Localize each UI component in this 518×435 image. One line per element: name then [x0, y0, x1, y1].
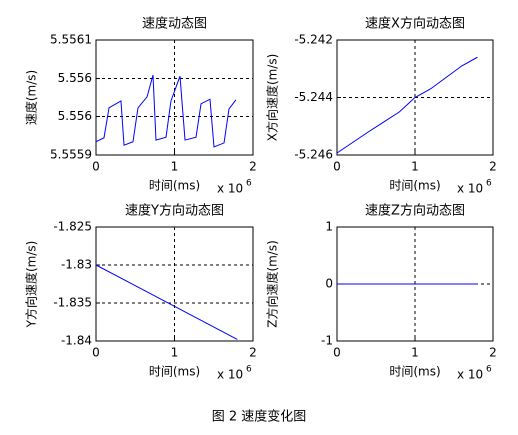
x-axis-label: 时间(ms) [149, 179, 200, 193]
y-tick-label: -1.825 [53, 220, 92, 234]
x-tick-label: 1 [171, 346, 179, 360]
data-line [336, 56, 478, 154]
x-tick-label: 1 [171, 160, 179, 174]
y-tick-label: 5.556 [58, 71, 92, 85]
y-tick-label: -1.835 [53, 296, 92, 310]
y-tick-label: -1.84 [61, 334, 92, 348]
x-multiplier-exponent: 6 [246, 365, 252, 375]
y-tick-label: -1.83 [61, 258, 92, 272]
y-tick-label: -5.246 [294, 148, 333, 162]
y-tick-label: 5.5559 [50, 148, 92, 162]
y-tick-label: -5.244 [294, 90, 333, 104]
x-multiplier: x 10 [457, 368, 483, 382]
y-tick-label: 0 [325, 277, 333, 291]
x-axis-label: 时间(ms) [149, 365, 200, 379]
x-multiplier-exponent: 6 [486, 179, 492, 189]
data-line [95, 264, 238, 340]
x-multiplier: x 10 [457, 182, 483, 196]
x-tick-label: 2 [249, 160, 257, 174]
x-multiplier-exponent: 6 [486, 365, 492, 375]
y-axis-label: Y方向速度(m/s) [24, 241, 39, 329]
x-axis-label: 时间(ms) [389, 365, 440, 379]
y-axis-label: Z方向速度(m/s) [265, 240, 280, 328]
y-tick-label: 1 [325, 220, 333, 234]
y-tick-label: -1 [321, 334, 333, 348]
x-tick-label: 1 [411, 160, 419, 174]
caption: 图 2 速度变化图 [212, 409, 307, 425]
x-tick-label: 1 [411, 346, 419, 360]
x-tick-label: 0 [92, 346, 100, 360]
x-multiplier: x 10 [217, 182, 243, 196]
data-line [95, 74, 237, 148]
x-tick-label: 0 [333, 346, 341, 360]
x-tick-label: 2 [489, 346, 497, 360]
chart-title: 速度Z方向动态图 [365, 203, 465, 219]
chart-title: 速度X方向动态图 [365, 16, 465, 32]
x-tick-label: 2 [489, 160, 497, 174]
y-tick-label: 5.556 [58, 109, 92, 123]
y-tick-label: 5.5561 [50, 33, 92, 47]
y-tick-label: -5.242 [294, 33, 333, 47]
y-axis-label: X方向速度(m/s) [265, 54, 280, 142]
y-axis-label: 速度(m/s) [24, 70, 39, 125]
x-tick-label: 0 [333, 160, 341, 174]
chart-title: 速度Y方向动态图 [125, 203, 224, 219]
chart-title: 速度动态图 [142, 16, 207, 32]
x-multiplier: x 10 [217, 368, 243, 382]
x-multiplier-exponent: 6 [246, 179, 252, 189]
x-tick-label: 0 [92, 160, 100, 174]
x-axis-label: 时间(ms) [389, 179, 440, 193]
x-tick-label: 2 [249, 346, 257, 360]
